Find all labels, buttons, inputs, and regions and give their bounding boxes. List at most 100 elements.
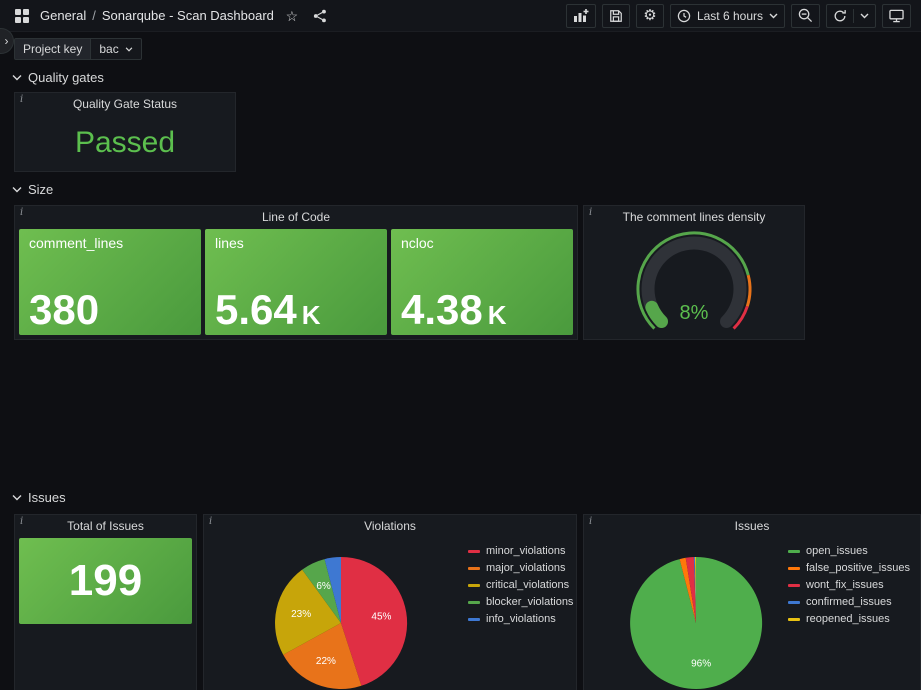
legend-swatch: [468, 567, 480, 570]
legend-item-confirmed_issues[interactable]: confirmed_issues: [788, 597, 910, 608]
stat-label: comment_lines: [29, 235, 124, 251]
section-label: Quality gates: [28, 70, 104, 85]
share-icon[interactable]: [310, 6, 330, 26]
refresh-button-group[interactable]: [826, 3, 876, 28]
pie-slice-false_positive_issues[interactable]: [679, 557, 696, 623]
panel-info-icon[interactable]: i: [209, 516, 213, 527]
panel-info-icon[interactable]: i: [589, 207, 593, 218]
pie-slice-info_violations[interactable]: [324, 557, 341, 623]
panel-title[interactable]: Line of Code: [261, 210, 331, 224]
breadcrumb-separator: /: [92, 8, 96, 23]
zoom-out-icon: [798, 8, 813, 23]
stat-value: 5.64 K: [215, 285, 321, 333]
panel-info-icon[interactable]: i: [20, 207, 24, 218]
zoom-out-time-button[interactable]: [791, 3, 820, 28]
panel-violations: i Violations 45% 22% 23% 6% minor_violation…: [203, 514, 577, 690]
stat-label: lines: [215, 235, 244, 251]
pie-slice-major_violations[interactable]: [283, 623, 362, 690]
stat-tile-comment-lines: comment_lines 380: [19, 229, 201, 335]
dashboard-title[interactable]: Sonarqube - Scan Dashboard: [101, 8, 274, 23]
legend-swatch: [788, 550, 800, 553]
section-quality-gates[interactable]: Quality gates: [12, 70, 104, 85]
legend-item-major_violations[interactable]: major_violations: [468, 563, 573, 574]
panel-info-icon[interactable]: i: [589, 516, 593, 527]
panel-issues: i Issues 96% open_issues false_positive_i…: [583, 514, 921, 690]
pie-slice-label: 96%: [691, 659, 711, 670]
panel-title[interactable]: The comment lines density: [622, 210, 766, 224]
chevron-down-icon: [769, 13, 778, 19]
legend-swatch: [788, 567, 800, 570]
pie-slice-minor_violations[interactable]: [341, 556, 408, 686]
add-panel-button[interactable]: [565, 3, 596, 28]
legend-item-info_violations[interactable]: info_violations: [468, 614, 573, 625]
pie-slice-open_issues[interactable]: [630, 556, 763, 689]
stat-label: ncloc: [401, 235, 434, 251]
section-label: Issues: [28, 490, 66, 505]
legend-label: open_issues: [806, 545, 868, 557]
clock-icon: [677, 9, 691, 23]
legend-item-reopened_issues[interactable]: reopened_issues: [788, 614, 910, 625]
gauge-value: 8%: [679, 302, 709, 324]
star-icon[interactable]: ☆: [282, 6, 302, 26]
panel-title[interactable]: Quality Gate Status: [72, 97, 178, 111]
panel-comment-lines-density: i The comment lines density 8%: [583, 205, 805, 340]
time-range-picker[interactable]: Last 6 hours: [669, 3, 785, 28]
stat-tile-lines: lines 5.64 K: [205, 229, 387, 335]
legend-label: confirmed_issues: [806, 596, 892, 608]
legend-swatch: [468, 601, 480, 604]
panel-info-icon[interactable]: i: [20, 516, 24, 527]
panel-title[interactable]: Total of Issues: [67, 519, 144, 533]
legend-label: reopened_issues: [806, 613, 890, 625]
variable-chevron-icon: [125, 46, 133, 52]
legend-label: major_violations: [486, 562, 566, 574]
pie-slice-wont_fix_issues[interactable]: [685, 557, 696, 623]
variable-value-dropdown[interactable]: bac: [91, 38, 142, 60]
apps-grid-icon[interactable]: [12, 6, 32, 26]
density-gauge: [584, 230, 804, 335]
panel-info-icon[interactable]: i: [20, 94, 24, 105]
legend-item-wont_fix_issues[interactable]: wont_fix_issues: [788, 580, 910, 591]
section-issues[interactable]: Issues: [12, 490, 66, 505]
gear-icon: ⚙: [643, 7, 657, 24]
dashboard-settings-button[interactable]: ⚙: [635, 3, 664, 28]
section-size[interactable]: Size: [12, 182, 53, 197]
pie-slice-critical_violations[interactable]: [275, 569, 341, 655]
pie-slice-reopened_issues[interactable]: [695, 556, 696, 623]
violations-pie-chart: 45% 22% 23% 6%: [271, 553, 411, 690]
pie-slice-blocker_violations[interactable]: [302, 559, 341, 623]
refresh-icon: [833, 9, 847, 23]
legend-label: info_violations: [486, 613, 556, 625]
legend-item-minor_violations[interactable]: minor_violations: [468, 546, 573, 557]
section-chevron-icon: [12, 187, 22, 193]
variable-value: bac: [99, 42, 119, 56]
legend-swatch: [788, 584, 800, 587]
save-icon: [609, 9, 623, 23]
legend-item-false_positive_issues[interactable]: false_positive_issues: [788, 563, 910, 574]
sidebar-toggle-glyph: ›: [4, 34, 9, 48]
legend-swatch: [468, 618, 480, 621]
legend-item-open_issues[interactable]: open_issues: [788, 546, 910, 557]
refresh-interval-chevron-icon: [860, 13, 869, 19]
star-glyph: ☆: [285, 7, 299, 24]
save-dashboard-button[interactable]: [601, 3, 630, 28]
pie-slice-label: 22%: [316, 656, 336, 667]
issues-pie-chart: 96%: [626, 553, 766, 690]
cycle-view-mode-button[interactable]: [882, 3, 911, 28]
breadcrumb: General / Sonarqube - Scan Dashboard: [40, 8, 274, 23]
top-navbar: General / Sonarqube - Scan Dashboard ☆: [0, 0, 921, 32]
legend-item-blocker_violations[interactable]: blocker_violations: [468, 597, 573, 608]
legend-item-critical_violations[interactable]: critical_violations: [468, 580, 573, 591]
navbar-right: ⚙ Last 6 hours: [565, 3, 911, 28]
navbar-left: General / Sonarqube - Scan Dashboard ☆: [12, 6, 330, 26]
legend-swatch: [788, 601, 800, 604]
stat-value: 199: [68, 556, 143, 605]
gauge-threshold-arc: [732, 305, 749, 330]
legend-swatch: [468, 550, 480, 553]
panel-title[interactable]: Issues: [734, 519, 770, 533]
add-panel-icon: [573, 8, 589, 23]
panel-title[interactable]: Violations: [364, 519, 416, 533]
stat-value: 4.38 K: [401, 285, 507, 333]
breadcrumb-folder[interactable]: General: [40, 8, 87, 23]
pie-slice-label: 45%: [371, 612, 391, 623]
